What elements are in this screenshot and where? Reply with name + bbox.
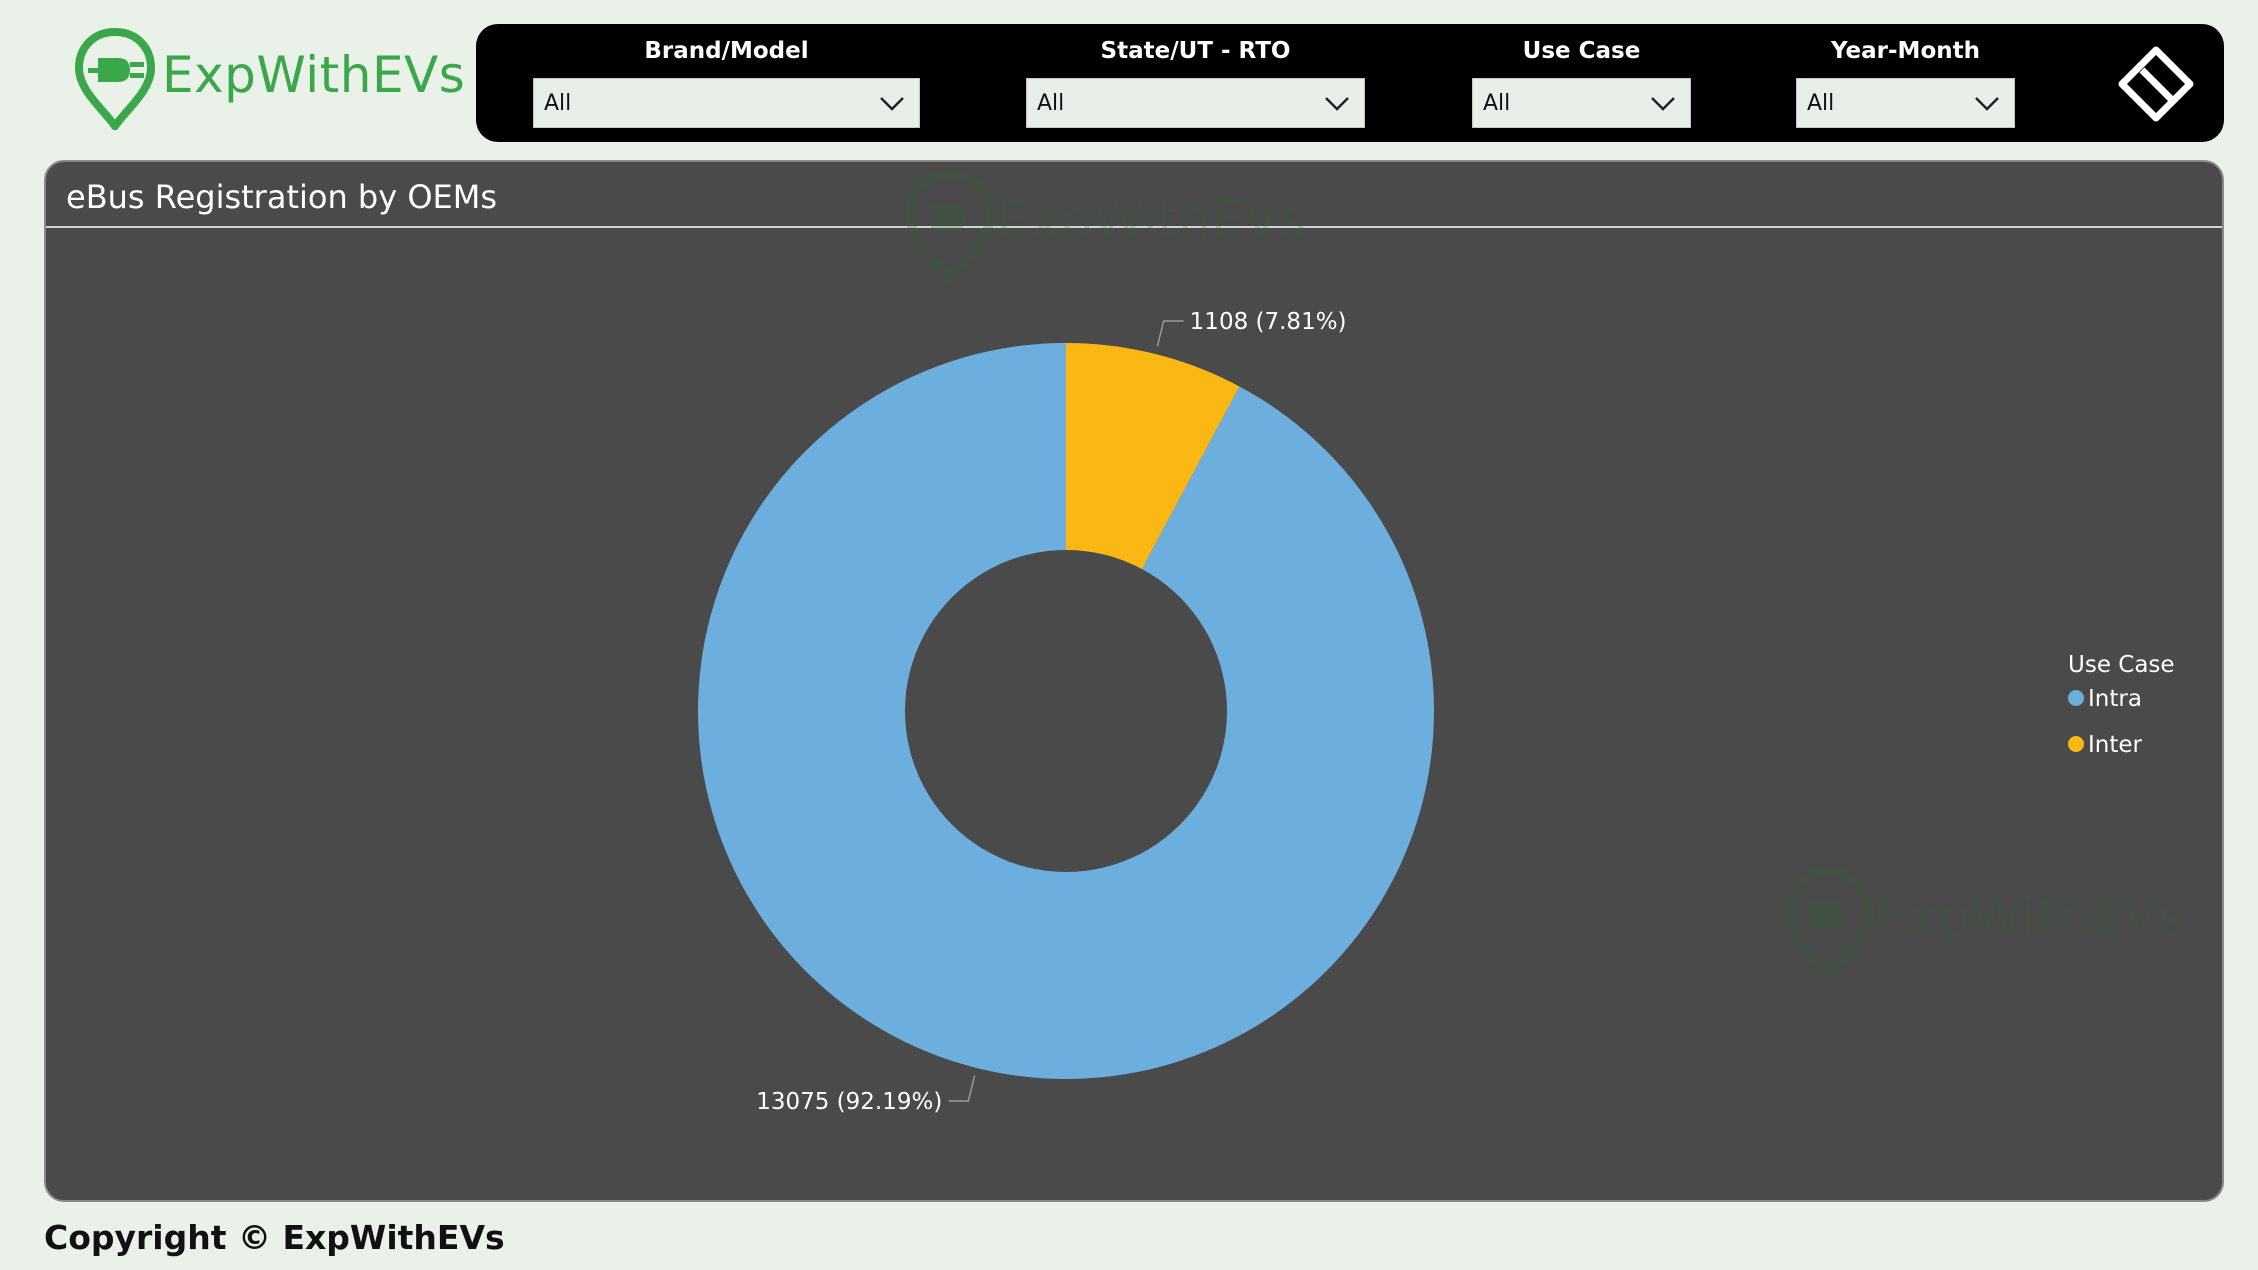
leader-line [948, 1075, 976, 1102]
chevron-down-icon [1651, 97, 1675, 111]
filter-value: All [1807, 91, 1835, 116]
leader-line [1156, 320, 1184, 347]
watermark: ExpWithEVs [1782, 866, 2184, 988]
filter-label: Use Case [1522, 38, 1641, 64]
chevron-down-icon [880, 97, 904, 111]
donut-slice-inter[interactable] [1066, 343, 1240, 570]
chart-legend: Use Case Intra Inter [2068, 652, 2175, 778]
watermark-text: ExpWithEVs [1874, 888, 2185, 948]
ev-plug-pin-icon [1783, 867, 1873, 986]
filter-label: Brand/Model [644, 38, 809, 64]
ev-plug-pin-icon [74, 28, 156, 130]
legend-label: Intra [2088, 686, 2142, 712]
filter-value: All [1483, 91, 1511, 116]
legend-swatch [2068, 735, 2084, 752]
watermark-text: ExpWithEVs [996, 190, 1307, 250]
year-month-select[interactable]: All [1796, 78, 2015, 128]
chart-panel: eBus Registration by OEMs ExpWithEVs Exp… [44, 160, 2224, 1202]
filter-value: All [1037, 91, 1065, 116]
donut-slice-intra[interactable] [697, 343, 1434, 1079]
brand-logo: ExpWithEVs [74, 28, 465, 138]
ev-plug-pin-icon [905, 169, 995, 288]
legend-item-inter[interactable]: Inter [2068, 732, 2175, 778]
watermark: ExpWithEVs [904, 168, 1306, 290]
copyright-text: Copyright © ExpWithEVs [44, 1218, 505, 1257]
state-rto-select[interactable]: All [1026, 78, 1365, 128]
chevron-down-icon [1325, 97, 1349, 111]
legend-title: Use Case [2068, 652, 2175, 678]
chevron-down-icon [1975, 97, 1999, 111]
filter-label: State/UT - RTO [1100, 38, 1291, 64]
donut-chart: 13075 (92.19%) 1108 (7.81%) [697, 309, 1434, 1115]
filter-value: All [544, 91, 572, 116]
brand-name: ExpWithEVs [162, 46, 466, 104]
filter-bar: Brand/Model All State/UT - RTO All Use C… [476, 24, 2224, 142]
panel-title: eBus Registration by OEMs [66, 178, 498, 216]
data-label: 13075 (92.19%) [756, 1089, 942, 1115]
legend-swatch [2068, 689, 2084, 706]
eraser-icon[interactable] [2118, 46, 2194, 122]
filter-label: Year-Month [1831, 38, 1980, 64]
brand-model-select[interactable]: All [533, 78, 920, 128]
data-label: 1108 (7.81%) [1190, 309, 1347, 335]
legend-label: Inter [2088, 732, 2142, 758]
title-divider [46, 226, 2222, 228]
legend-item-intra[interactable]: Intra [2068, 686, 2175, 732]
use-case-select[interactable]: All [1472, 78, 1691, 128]
